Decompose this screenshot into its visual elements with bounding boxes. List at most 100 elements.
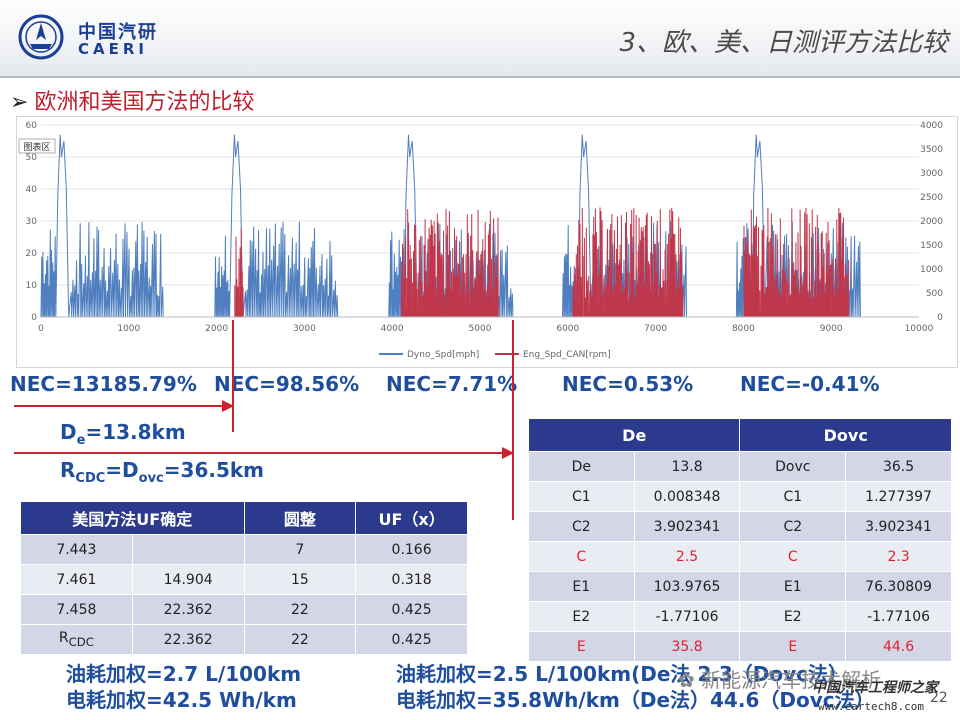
series-line-eng-spd xyxy=(743,207,850,318)
y-right-tick-label: 500 xyxy=(926,289,943,299)
table-cell: E2 xyxy=(739,601,847,632)
table-cell: 0.425 xyxy=(355,594,468,625)
r-sub: CDC xyxy=(75,471,106,486)
r-mid: =D xyxy=(105,458,139,482)
series-line-dyno-spd xyxy=(40,134,164,318)
x-tick-label: 7000 xyxy=(644,324,667,334)
table-row: E2 -1.77106 E2 -1.77106 xyxy=(528,601,952,632)
table-cell: 2.3 xyxy=(845,541,952,572)
nec-value-4: NEC=0.53% xyxy=(562,372,694,396)
table-cell: 0.425 xyxy=(355,624,468,655)
uf-header-method: 美国方法UF确定 xyxy=(20,501,245,535)
table-cell: -1.77106 xyxy=(845,601,952,632)
page-number: 22 xyxy=(930,690,948,706)
y-left-tick-label: 40 xyxy=(26,185,38,195)
table-row: C1 0.008348 C1 1.277397 xyxy=(528,481,952,512)
table-cell: 15 xyxy=(243,564,357,595)
elec-weighted-right: 电耗加权=35.8Wh/km（De法）44.6（Dovc法） xyxy=(396,688,875,712)
uf-header-round: 圆整 xyxy=(243,501,357,535)
table-row: De 13.8 Dovc 36.5 xyxy=(528,451,952,482)
y-left-tick-label: 50 xyxy=(26,153,38,163)
table-cell: RCDC xyxy=(20,624,133,655)
y-left-tick-label: 10 xyxy=(26,281,38,291)
elec-weighted-left: 电耗加权=42.5 Wh/km xyxy=(66,688,297,712)
de-marker-vline xyxy=(232,320,234,432)
de-value: =13.8km xyxy=(85,420,186,444)
x-tick-label: 8000 xyxy=(732,324,755,334)
chart-area-chip-label: 图表区 xyxy=(23,141,50,153)
header-divider xyxy=(0,76,960,78)
y-right-tick-label: 4000 xyxy=(920,121,943,131)
table-cell: 7.443 xyxy=(20,534,133,565)
y-left-tick-label: 30 xyxy=(26,217,38,227)
y-left-tick-label: 0 xyxy=(31,313,37,323)
series-line-dyno-spd xyxy=(214,134,339,318)
y-right-tick-label: 3500 xyxy=(920,145,943,155)
de-sub: e xyxy=(76,433,86,448)
y-left-tick-label: 20 xyxy=(26,249,38,259)
y-right-tick-label: 0 xyxy=(937,313,943,323)
table-cell: -1.77106 xyxy=(633,601,741,632)
y-right-tick-label: 1500 xyxy=(920,241,943,251)
table-cell: E1 xyxy=(739,571,847,602)
rcdc-label: R xyxy=(58,630,69,647)
x-tick-label: 6000 xyxy=(556,324,579,334)
table-row: 7.443 7 0.166 xyxy=(20,534,468,565)
table-cell: 22 xyxy=(243,624,357,655)
de-table-header: De Dovc xyxy=(527,418,952,452)
y-left-tick-label: 60 xyxy=(26,121,38,131)
uf-header-uf: UF（x） xyxy=(355,501,468,535)
table-cell: C2 xyxy=(739,511,847,542)
watermark-brand: 中国汽车工程师之家 xyxy=(812,680,938,696)
section-subtitle: ➢ 欧洲和美国方法的比较 xyxy=(10,84,254,116)
de-dovc-table: De Dovc De 13.8 Dovc 36.5 C1 0.008348 C1 1.2773… xyxy=(527,418,952,662)
series-line-eng-spd xyxy=(401,208,499,318)
de-header: De xyxy=(527,418,741,452)
table-cell: 7.461 xyxy=(20,564,133,595)
table-row: E1 103.9765 E1 76.30809 xyxy=(528,571,952,602)
fuel-weighted-left: 油耗加权=2.7 L/100km xyxy=(66,662,302,686)
de-arrow-icon xyxy=(222,400,234,412)
table-cell: 0.008348 xyxy=(633,481,741,512)
table-row: E 35.8 E 44.6 xyxy=(528,631,952,662)
nec-value-2: NEC=98.56% xyxy=(214,372,360,396)
y-right-tick-label: 2500 xyxy=(920,193,943,203)
legend-label-eng-spd: Eng_Spd_CAN[rpm] xyxy=(523,350,611,360)
table-cell: 14.904 xyxy=(131,564,245,595)
nec-value-1: NEC=13185.79% xyxy=(10,372,197,396)
de-label: D xyxy=(60,420,77,444)
table-cell: De xyxy=(528,451,635,482)
table-cell: C xyxy=(528,541,635,572)
x-tick-label: 1000 xyxy=(117,324,140,334)
y-right-tick-label: 1000 xyxy=(920,265,943,275)
r-value: =36.5km xyxy=(163,458,265,482)
bullet-arrow-icon: ➢ xyxy=(10,90,29,115)
x-tick-label: 0 xyxy=(38,324,44,334)
table-cell: E xyxy=(739,631,847,662)
rcdc-marker-hline xyxy=(14,452,512,454)
y-right-tick-label: 2000 xyxy=(920,217,943,227)
table-cell: 3.902341 xyxy=(845,511,952,542)
table-cell: 22 xyxy=(243,594,357,625)
uf-table: 美国方法UF确定 圆整 UF（x） 7.443 7 0.166 7.461 14.904… xyxy=(20,501,468,655)
table-cell: 0.318 xyxy=(355,564,468,595)
caeri-logo xyxy=(18,14,64,60)
series-line-eng-spd xyxy=(234,228,244,318)
table-cell: C2 xyxy=(528,511,635,542)
rcdc-marker-vline xyxy=(512,320,514,520)
x-tick-label: 9000 xyxy=(820,324,843,334)
table-cell: C1 xyxy=(528,481,635,512)
table-cell: 13.8 xyxy=(633,451,741,482)
watermark-label: 新能源汽车技术解析 xyxy=(701,668,882,692)
table-cell: 76.30809 xyxy=(845,571,952,602)
x-tick-label: 10000 xyxy=(905,324,934,334)
x-tick-label: 3000 xyxy=(293,324,316,334)
table-cell: 3.902341 xyxy=(633,511,741,542)
table-cell: 0.166 xyxy=(355,534,468,565)
x-tick-label: 2000 xyxy=(205,324,228,334)
de-distance: De=13.8km xyxy=(60,420,186,448)
table-cell: 22.362 xyxy=(131,594,245,625)
table-cell xyxy=(131,534,245,565)
subtitle-text: 欧洲和美国方法的比较 xyxy=(34,90,255,115)
wechat-icon: ✿ xyxy=(678,668,695,692)
